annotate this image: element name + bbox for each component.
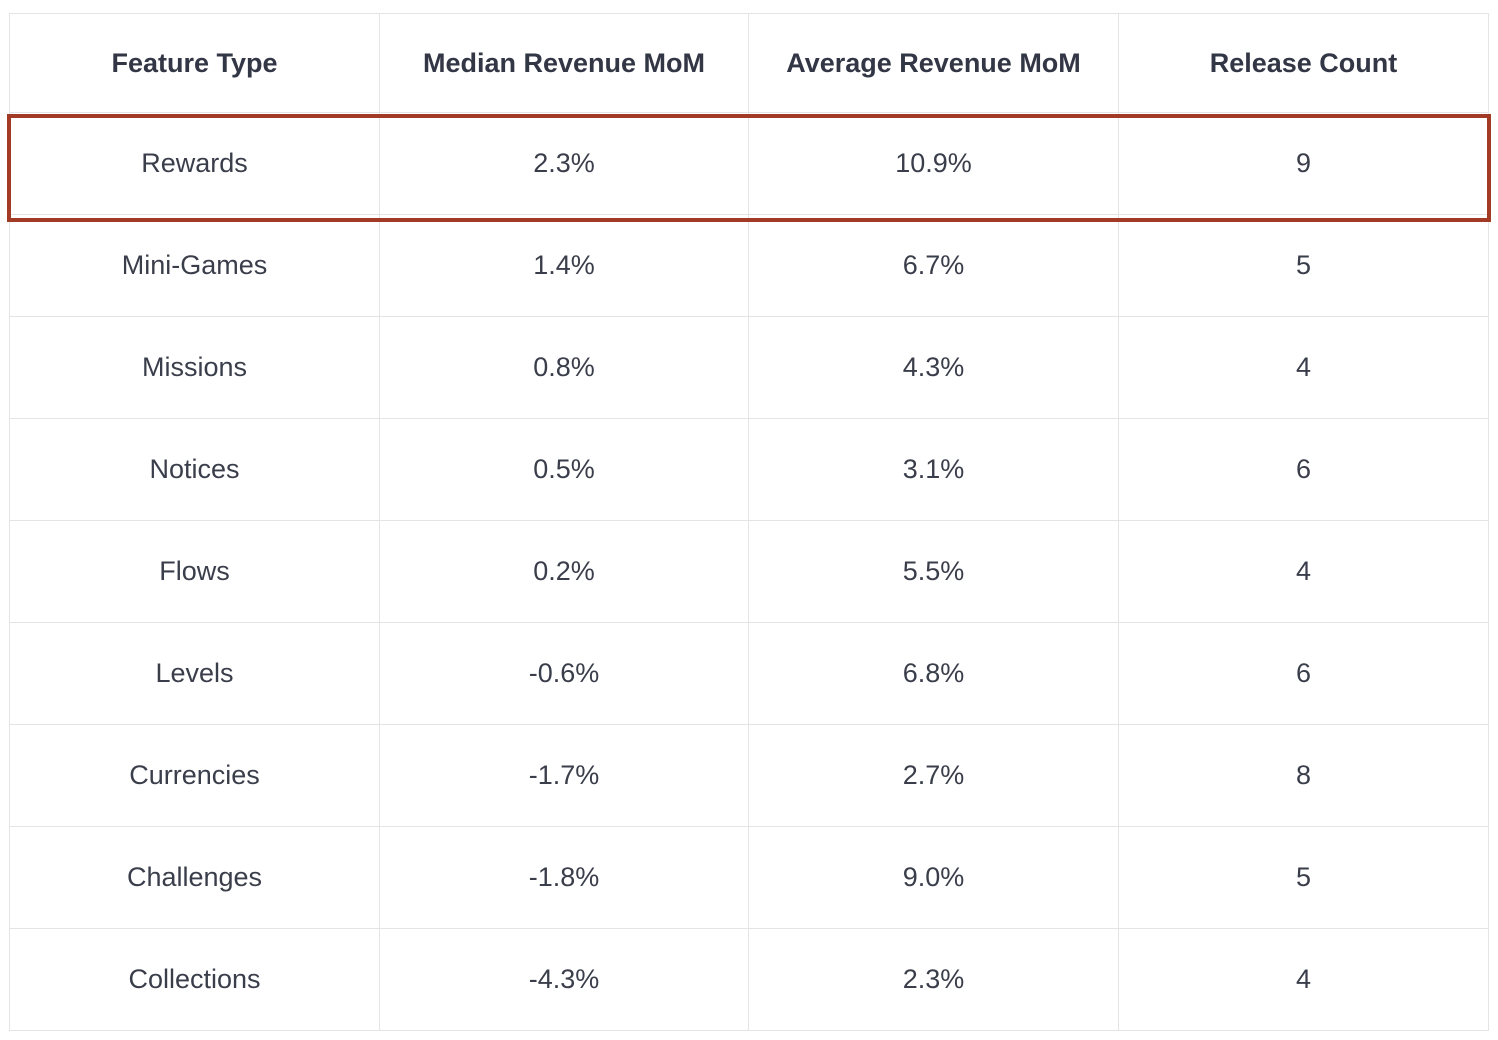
cell-feature-type: Mini-Games xyxy=(9,214,380,317)
cell-release-count: 5 xyxy=(1118,214,1489,317)
cell-median-revenue-mom: 2.3% xyxy=(379,112,749,215)
header-feature-type: Feature Type xyxy=(9,13,380,113)
cell-release-count: 4 xyxy=(1118,316,1489,419)
cell-feature-type: Challenges xyxy=(9,826,380,929)
header-release-count: Release Count xyxy=(1118,13,1489,113)
cell-median-revenue-mom: 0.5% xyxy=(379,418,749,521)
table-row: Levels -0.6% 6.8% 6 xyxy=(9,622,1489,725)
cell-feature-type: Missions xyxy=(9,316,380,419)
cell-average-revenue-mom: 10.9% xyxy=(748,112,1119,215)
cell-release-count: 6 xyxy=(1118,622,1489,725)
cell-average-revenue-mom: 6.7% xyxy=(748,214,1119,317)
cell-median-revenue-mom: -1.8% xyxy=(379,826,749,929)
table-row: Missions 0.8% 4.3% 4 xyxy=(9,316,1489,419)
cell-release-count: 9 xyxy=(1118,112,1489,215)
header-median-revenue-mom: Median Revenue MoM xyxy=(379,13,749,113)
table-row: Currencies -1.7% 2.7% 8 xyxy=(9,724,1489,827)
feature-revenue-table: Feature Type Median Revenue MoM Average … xyxy=(9,13,1489,1031)
cell-feature-type: Collections xyxy=(9,928,380,1031)
cell-feature-type: Notices xyxy=(9,418,380,521)
header-average-revenue-mom: Average Revenue MoM xyxy=(748,13,1119,113)
header-row: Feature Type Median Revenue MoM Average … xyxy=(9,13,1489,113)
cell-feature-type: Rewards xyxy=(9,112,380,215)
table-row: Flows 0.2% 5.5% 4 xyxy=(9,520,1489,623)
cell-release-count: 4 xyxy=(1118,520,1489,623)
cell-median-revenue-mom: -4.3% xyxy=(379,928,749,1031)
cell-average-revenue-mom: 9.0% xyxy=(748,826,1119,929)
cell-median-revenue-mom: 0.8% xyxy=(379,316,749,419)
cell-average-revenue-mom: 4.3% xyxy=(748,316,1119,419)
cell-average-revenue-mom: 2.3% xyxy=(748,928,1119,1031)
cell-median-revenue-mom: 0.2% xyxy=(379,520,749,623)
cell-feature-type: Flows xyxy=(9,520,380,623)
cell-median-revenue-mom: 1.4% xyxy=(379,214,749,317)
cell-release-count: 6 xyxy=(1118,418,1489,521)
cell-release-count: 8 xyxy=(1118,724,1489,827)
table-row: Rewards 2.3% 10.9% 9 xyxy=(9,112,1489,215)
cell-release-count: 4 xyxy=(1118,928,1489,1031)
table-row: Challenges -1.8% 9.0% 5 xyxy=(9,826,1489,929)
cell-feature-type: Levels xyxy=(9,622,380,725)
cell-median-revenue-mom: -1.7% xyxy=(379,724,749,827)
table-row: Mini-Games 1.4% 6.7% 5 xyxy=(9,214,1489,317)
feature-revenue-table-container: Feature Type Median Revenue MoM Average … xyxy=(9,13,1489,1031)
table-row: Collections -4.3% 2.3% 4 xyxy=(9,928,1489,1031)
cell-average-revenue-mom: 6.8% xyxy=(748,622,1119,725)
cell-release-count: 5 xyxy=(1118,826,1489,929)
cell-feature-type: Currencies xyxy=(9,724,380,827)
table-row: Notices 0.5% 3.1% 6 xyxy=(9,418,1489,521)
table-body: Rewards 2.3% 10.9% 9 Mini-Games 1.4% 6.7… xyxy=(9,112,1489,1031)
cell-median-revenue-mom: -0.6% xyxy=(379,622,749,725)
table-header: Feature Type Median Revenue MoM Average … xyxy=(9,13,1489,113)
cell-average-revenue-mom: 3.1% xyxy=(748,418,1119,521)
cell-average-revenue-mom: 5.5% xyxy=(748,520,1119,623)
cell-average-revenue-mom: 2.7% xyxy=(748,724,1119,827)
